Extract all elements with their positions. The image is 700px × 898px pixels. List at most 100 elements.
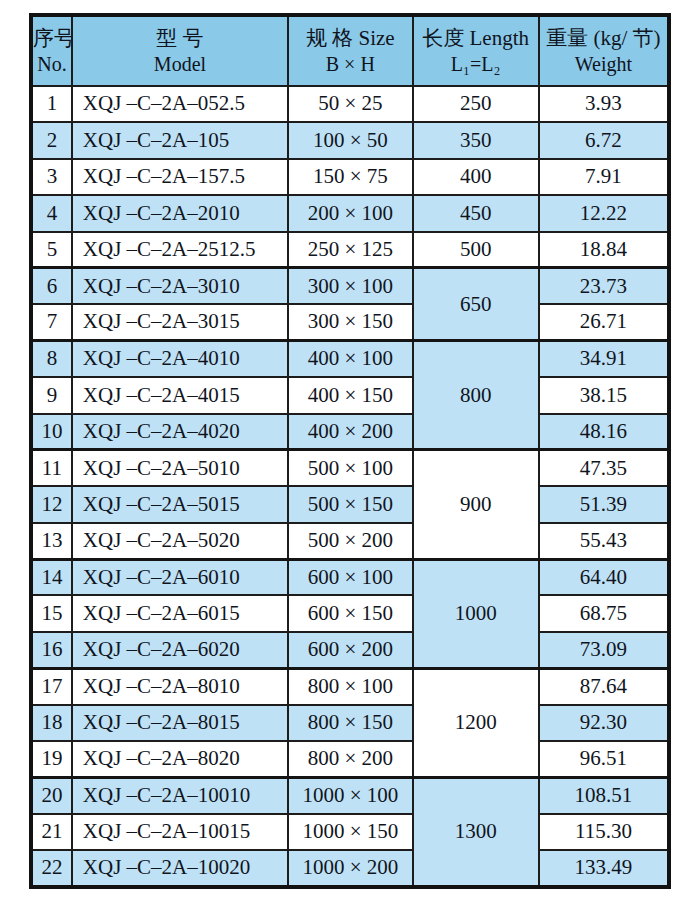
cell-weight: 108.51 xyxy=(539,777,669,813)
cell-weight: 18.84 xyxy=(539,232,669,268)
cell-size: 800 × 150 xyxy=(288,705,412,741)
cell-size: 500 × 150 xyxy=(288,486,412,522)
cell-weight: 73.09 xyxy=(539,632,669,668)
cell-length: 250 xyxy=(413,86,539,122)
table-row: 10 XQJ –C–2A–4020 400 × 200 48.16 xyxy=(31,414,669,450)
cell-size: 300 × 100 xyxy=(288,268,412,304)
cell-no: 10 xyxy=(31,414,72,450)
cell-model: XQJ –C–2A–4015 xyxy=(72,377,288,413)
header-model-en: Model xyxy=(73,52,287,76)
cell-length: 450 xyxy=(413,195,539,231)
cell-weight: 34.91 xyxy=(539,341,669,377)
table-row: 12 XQJ –C–2A–5015 500 × 150 51.39 xyxy=(31,486,669,522)
table-row: 15 XQJ –C–2A–6015 600 × 150 68.75 xyxy=(31,595,669,631)
cell-weight: 55.43 xyxy=(539,523,669,559)
cell-model: XQJ –C–2A–052.5 xyxy=(72,86,288,122)
cell-no: 4 xyxy=(31,195,72,231)
cell-length-merged: 650 xyxy=(413,268,539,341)
table-row: 7 XQJ –C–2A–3015 300 × 150 26.71 xyxy=(31,304,669,340)
table-row: 5 XQJ –C–2A–2512.5 250 × 125 500 18.84 xyxy=(31,232,669,268)
header-size-cn: 规 格 Size xyxy=(289,26,411,52)
cell-size: 1000 × 150 xyxy=(288,814,412,850)
cell-no: 2 xyxy=(31,122,72,158)
cell-no: 21 xyxy=(31,814,72,850)
cell-length-merged: 1000 xyxy=(413,559,539,668)
table-row: 11 XQJ –C–2A–5010 500 × 100 900 47.35 xyxy=(31,450,669,486)
cell-model: XQJ –C–2A–8010 xyxy=(72,668,288,704)
header-length: 长度 Length L₁=L₂ xyxy=(413,15,539,86)
cell-size: 150 × 75 xyxy=(288,159,412,195)
cell-weight: 6.72 xyxy=(539,122,669,158)
header-weight: 重量 (kg/ 节) Weight xyxy=(539,15,669,86)
table-row: 2 XQJ –C–2A–105 100 × 50 350 6.72 xyxy=(31,122,669,158)
cell-no: 20 xyxy=(31,777,72,813)
cell-weight: 3.93 xyxy=(539,86,669,122)
cell-size: 800 × 200 xyxy=(288,741,412,777)
cell-model: XQJ –C–2A–6010 xyxy=(72,559,288,595)
table-row: 14 XQJ –C–2A–6010 600 × 100 1000 64.40 xyxy=(31,559,669,595)
cell-weight: 47.35 xyxy=(539,450,669,486)
cell-model: XQJ –C–2A–157.5 xyxy=(72,159,288,195)
cell-weight: 87.64 xyxy=(539,668,669,704)
table-row: 1 XQJ –C–2A–052.5 50 × 25 250 3.93 xyxy=(31,86,669,122)
header-model: 型 号 Model xyxy=(72,15,288,86)
cell-model: XQJ –C–2A–8020 xyxy=(72,741,288,777)
cell-model: XQJ –C–2A–10015 xyxy=(72,814,288,850)
cell-weight: 26.71 xyxy=(539,304,669,340)
cell-size: 400 × 150 xyxy=(288,377,412,413)
cell-no: 7 xyxy=(31,304,72,340)
cell-no: 13 xyxy=(31,523,72,559)
cell-no: 14 xyxy=(31,559,72,595)
spec-table: 序号 No. 型 号 Model 规 格 Size B × H 长度 Lengt… xyxy=(29,13,671,889)
table-row: 17 XQJ –C–2A–8010 800 × 100 1200 87.64 xyxy=(31,668,669,704)
cell-size: 300 × 150 xyxy=(288,304,412,340)
cell-weight: 38.15 xyxy=(539,377,669,413)
cell-model: XQJ –C–2A–10020 xyxy=(72,850,288,886)
cell-weight: 92.30 xyxy=(539,705,669,741)
cell-model: XQJ –C–2A–6015 xyxy=(72,595,288,631)
cell-size: 500 × 100 xyxy=(288,450,412,486)
cell-weight: 12.22 xyxy=(539,195,669,231)
cell-model: XQJ –C–2A–5010 xyxy=(72,450,288,486)
cell-size: 100 × 50 xyxy=(288,122,412,158)
cell-size: 800 × 100 xyxy=(288,668,412,704)
table-row: 9 XQJ –C–2A–4015 400 × 150 38.15 xyxy=(31,377,669,413)
cell-size: 1000 × 100 xyxy=(288,777,412,813)
cell-no: 19 xyxy=(31,741,72,777)
cell-no: 8 xyxy=(31,341,72,377)
cell-model: XQJ –C–2A–2010 xyxy=(72,195,288,231)
cell-size: 50 × 25 xyxy=(288,86,412,122)
cell-weight: 51.39 xyxy=(539,486,669,522)
cell-size: 250 × 125 xyxy=(288,232,412,268)
cell-weight: 115.30 xyxy=(539,814,669,850)
cell-model: XQJ –C–2A–105 xyxy=(72,122,288,158)
header-size-formula: B × H xyxy=(289,52,411,76)
table-row: 19 XQJ –C–2A–8020 800 × 200 96.51 xyxy=(31,741,669,777)
cell-length: 400 xyxy=(413,159,539,195)
cell-length: 350 xyxy=(413,122,539,158)
table-row: 13 XQJ –C–2A–5020 500 × 200 55.43 xyxy=(31,523,669,559)
cell-no: 18 xyxy=(31,705,72,741)
header-length-formula: L₁=L₂ xyxy=(414,52,538,76)
cell-size: 500 × 200 xyxy=(288,523,412,559)
cell-weight: 23.73 xyxy=(539,268,669,304)
table-row: 22 XQJ –C–2A–10020 1000 × 200 133.49 xyxy=(31,850,669,886)
cell-size: 400 × 100 xyxy=(288,341,412,377)
cell-weight: 96.51 xyxy=(539,741,669,777)
cell-model: XQJ –C–2A–3010 xyxy=(72,268,288,304)
table-row: 16 XQJ –C–2A–6020 600 × 200 73.09 xyxy=(31,632,669,668)
cell-weight: 133.49 xyxy=(539,850,669,886)
cell-model: XQJ –C–2A–3015 xyxy=(72,304,288,340)
header-weight-cn: 重量 (kg/ 节) xyxy=(540,26,667,52)
header-model-cn: 型 号 xyxy=(73,26,287,52)
spec-table-wrap: 序号 No. 型 号 Model 规 格 Size B × H 长度 Lengt… xyxy=(29,13,671,889)
cell-no: 11 xyxy=(31,450,72,486)
cell-size: 600 × 200 xyxy=(288,632,412,668)
cell-model: XQJ –C–2A–2512.5 xyxy=(72,232,288,268)
cell-no: 15 xyxy=(31,595,72,631)
cell-length: 500 xyxy=(413,232,539,268)
table-row: 21 XQJ –C–2A–10015 1000 × 150 115.30 xyxy=(31,814,669,850)
cell-length-merged: 900 xyxy=(413,450,539,559)
catalog-page: 序号 No. 型 号 Model 规 格 Size B × H 长度 Lengt… xyxy=(0,0,700,898)
header-no-en: No. xyxy=(33,52,71,76)
